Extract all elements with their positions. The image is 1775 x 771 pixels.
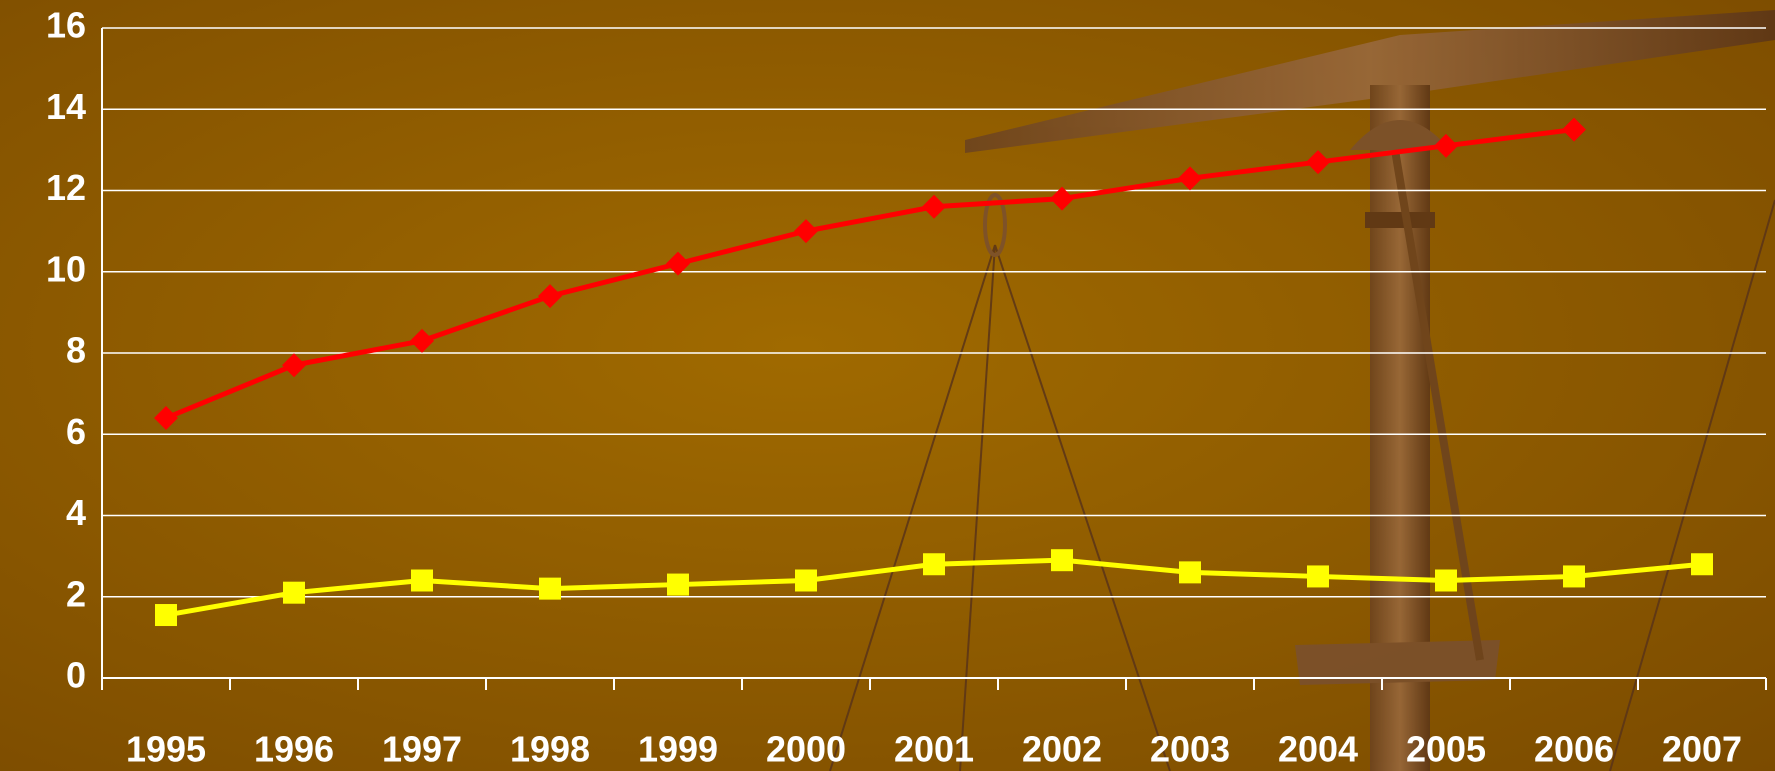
x-tick-label: 2006 bbox=[1534, 729, 1614, 770]
x-tick-label: 1996 bbox=[254, 729, 334, 770]
data-point bbox=[411, 569, 433, 592]
data-point bbox=[923, 553, 945, 576]
x-tick-label: 2004 bbox=[1278, 729, 1358, 770]
data-point bbox=[1563, 565, 1585, 588]
y-tick-label: 0 bbox=[66, 655, 86, 696]
decoration-scale bbox=[829, 10, 1775, 771]
data-point bbox=[666, 251, 690, 276]
y-tick-label: 2 bbox=[66, 573, 86, 614]
y-tick-label: 6 bbox=[66, 411, 86, 452]
data-point bbox=[154, 406, 178, 430]
x-tick-label: 1999 bbox=[638, 729, 718, 770]
data-point bbox=[794, 219, 818, 244]
data-point bbox=[282, 353, 306, 378]
data-point bbox=[1179, 561, 1201, 584]
data-point bbox=[283, 581, 305, 604]
data-point bbox=[1434, 133, 1458, 158]
data-point bbox=[1562, 117, 1586, 142]
data-point bbox=[1051, 549, 1073, 572]
x-tick-label: 2003 bbox=[1150, 729, 1230, 770]
x-tick-label: 1998 bbox=[510, 729, 590, 770]
data-point bbox=[1691, 553, 1713, 576]
data-point bbox=[1050, 186, 1074, 211]
data-point bbox=[539, 577, 561, 600]
x-tick-label: 2001 bbox=[894, 729, 974, 770]
data-point bbox=[1307, 565, 1329, 588]
data-point bbox=[667, 573, 689, 596]
data-point bbox=[795, 569, 817, 592]
x-tick-label: 2002 bbox=[1022, 729, 1102, 770]
data-point bbox=[155, 604, 177, 627]
y-tick-label: 14 bbox=[46, 86, 86, 127]
x-tick-label: 2007 bbox=[1662, 729, 1742, 770]
series-line bbox=[165, 127, 1575, 421]
x-tick-label: 1997 bbox=[382, 729, 462, 770]
x-tick-label: 2000 bbox=[766, 729, 846, 770]
y-tick-label: 4 bbox=[66, 492, 86, 533]
data-point bbox=[922, 194, 946, 219]
data-point bbox=[410, 328, 434, 353]
y-tick-label: 12 bbox=[46, 167, 86, 208]
data-point bbox=[1435, 569, 1457, 592]
data-point bbox=[1306, 150, 1330, 175]
data-point bbox=[1178, 166, 1202, 191]
y-tick-label: 10 bbox=[46, 248, 86, 289]
x-tick-label: 1995 bbox=[126, 729, 206, 770]
y-tick-label: 8 bbox=[66, 330, 86, 371]
y-tick-label: 16 bbox=[46, 5, 86, 46]
data-point bbox=[538, 284, 562, 309]
x-tick-label: 2005 bbox=[1406, 729, 1486, 770]
